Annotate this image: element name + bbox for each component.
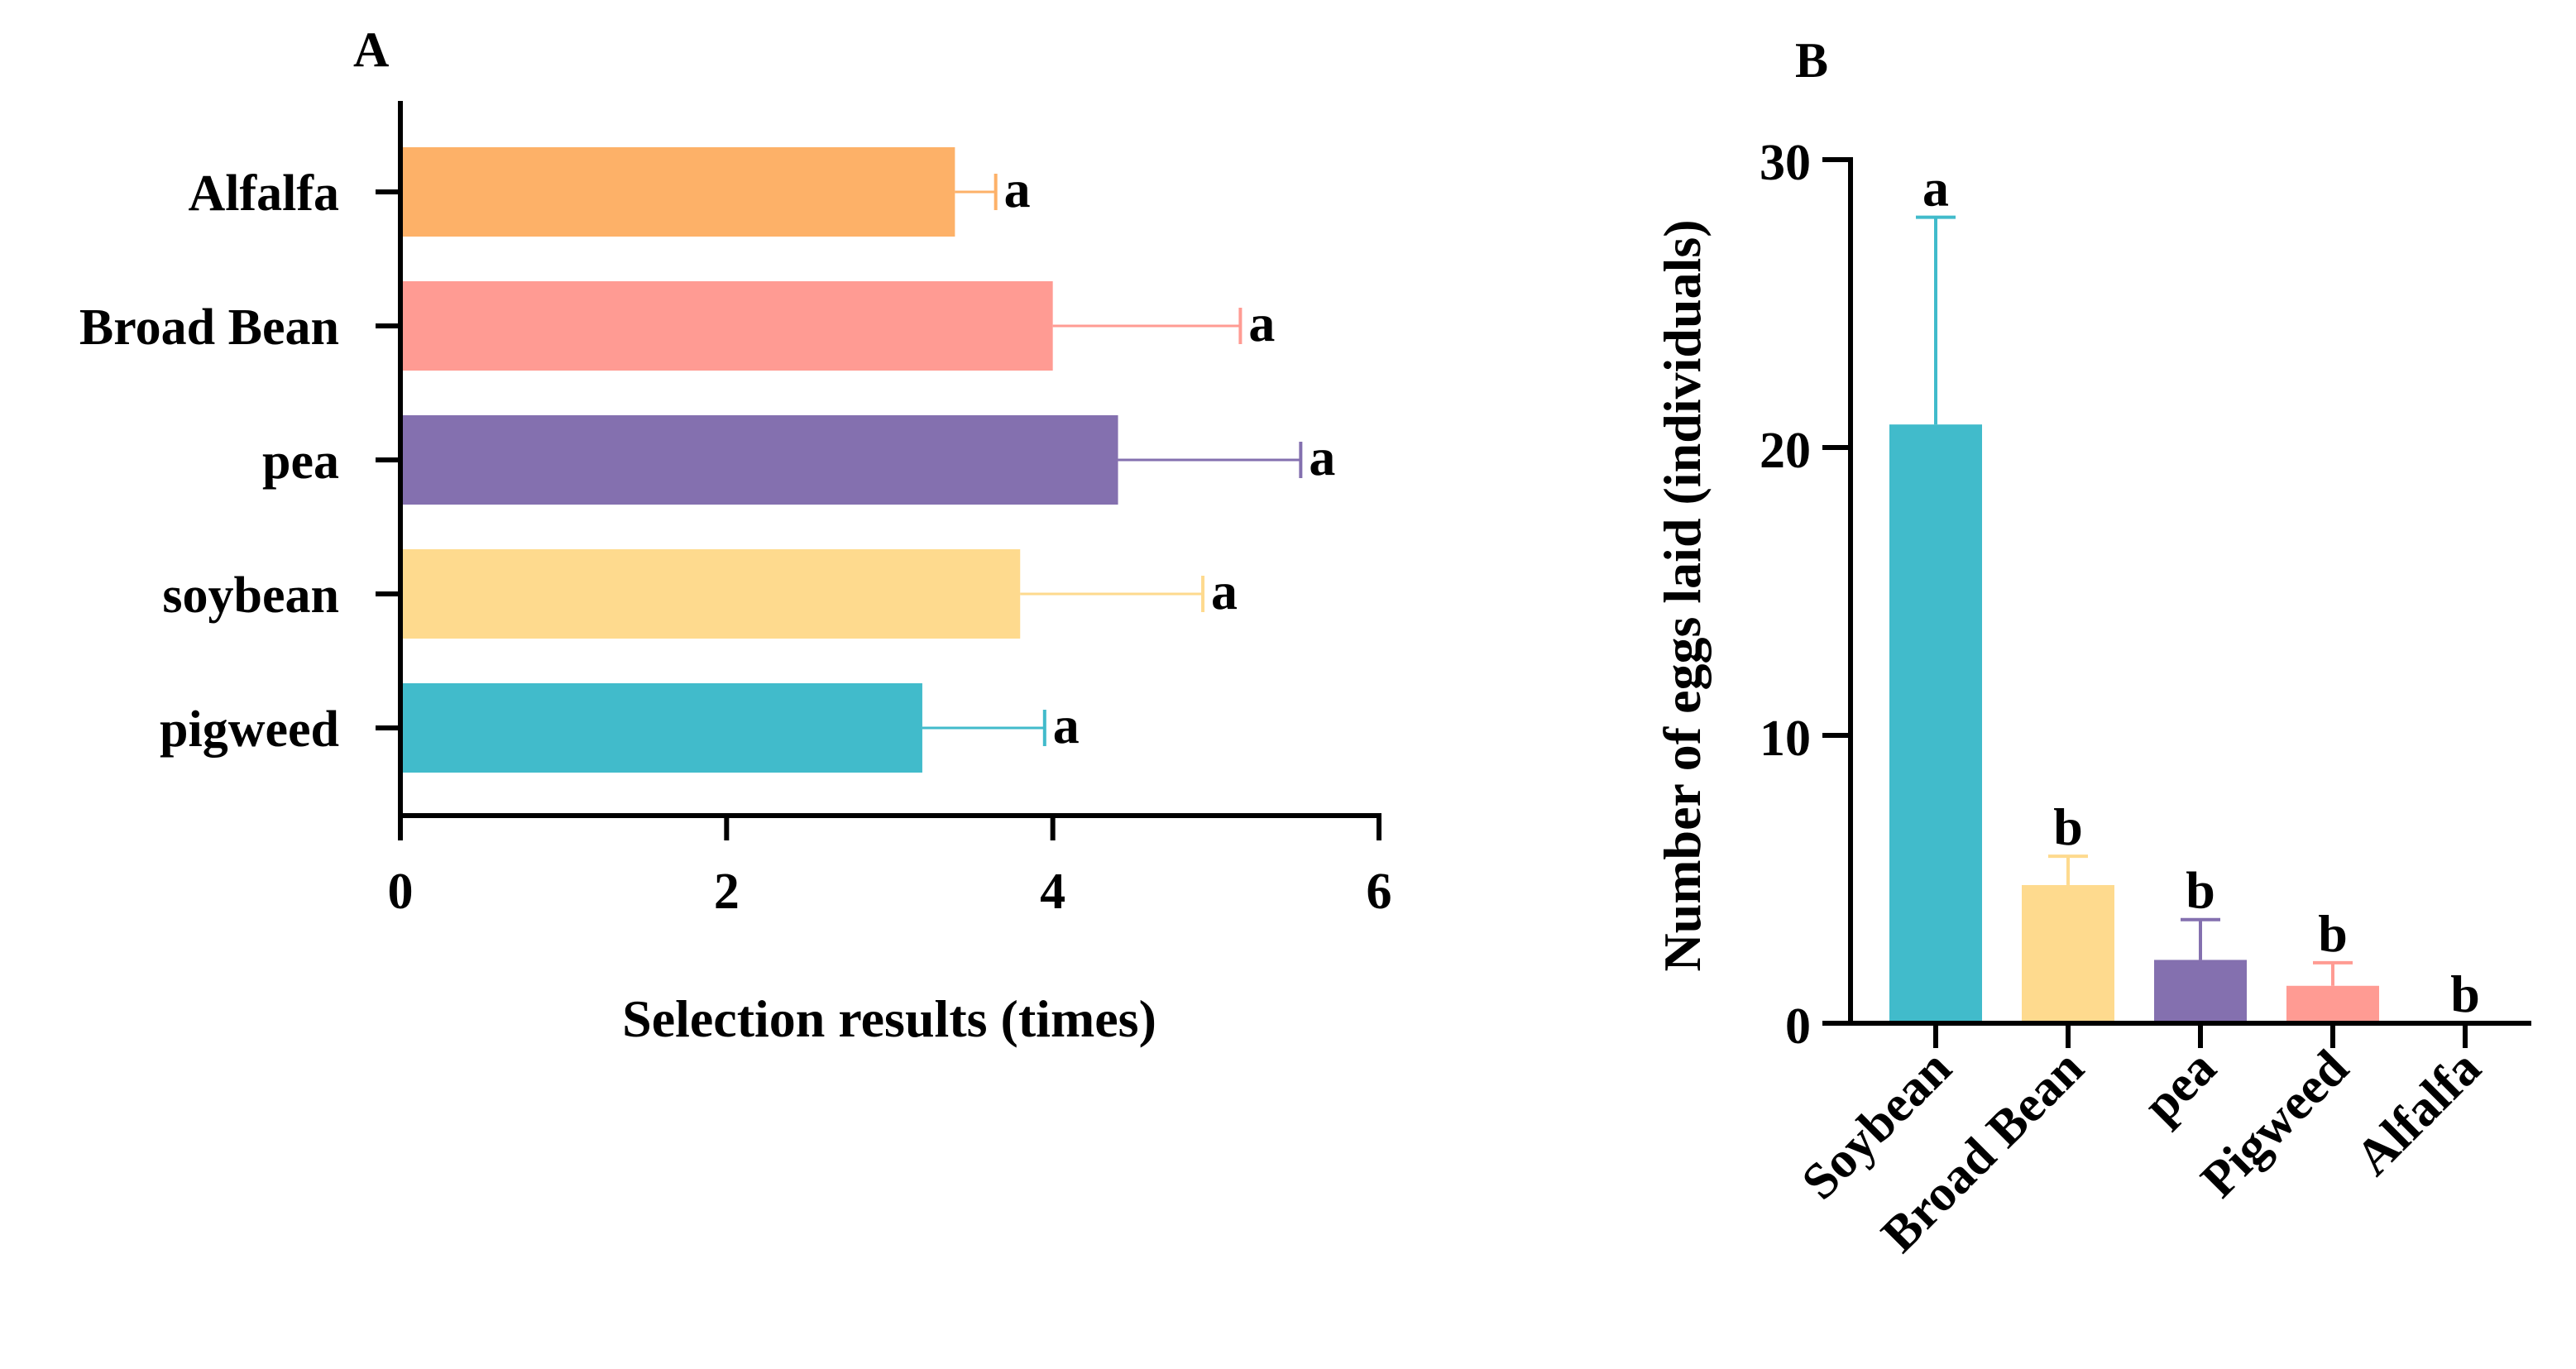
panel-a-y-tick-label: pea [262,433,339,490]
panel-a-x-tick-label: 0 [388,864,414,920]
panel-a-significance-label: a [1053,696,1080,754]
panel-a-chart: A Selection results (times) 0 2 4 6 Alfalfa a… [79,22,1392,1048]
panel-b-significance-label: b [2053,797,2083,856]
panel-b-x-tick-label: pea [2133,1040,2227,1134]
panel-a-y-tick-label: Broad Bean [79,299,339,356]
panel-a-significance-label: a [1004,160,1031,218]
panel-a-bar [403,147,955,237]
panel-b-letter: B [1795,33,1828,88]
panel-b-x-tick-label: Alfalfa [2345,1040,2492,1186]
panel-b-y-tick-label: 0 [1785,998,1811,1055]
panel-b-bar [2022,884,2114,1021]
panel-a-significance-label: a [1211,562,1238,620]
panel-b-significance-label: b [2450,965,2480,1023]
panel-a-x-tick-label: 6 [1367,864,1392,920]
panel-a-bar [403,549,1021,639]
panel-b-x-tick-label: Pigweed [2191,1040,2359,1209]
panel-a-significance-label: a [1309,428,1335,486]
panel-b-bar [2154,960,2247,1021]
panel-b-bar [2286,985,2379,1021]
panel-a-bar [403,415,1118,505]
panel-b-significance-label: b [2186,861,2215,920]
panel-b-y-tick-label: 20 [1760,423,1811,479]
panel-b-significance-label: b [2318,904,2348,963]
panel-b-chart: B Number of eggs laid (individuals) 0 10 2… [1653,33,2531,1263]
panel-a-x-tick-label: 4 [1040,864,1065,920]
panel-a-y-tick-label: Alfalfa [188,165,339,222]
panel-a-bar [403,281,1053,371]
panel-a-y-tick-label: pigweed [160,701,339,758]
panel-a-x-axis-title: Selection results (times) [622,989,1156,1048]
panel-b-y-tick-label: 10 [1760,711,1811,767]
panel-a-significance-label: a [1248,294,1275,352]
panel-b-y-axis-title: Number of eggs laid (individuals) [1653,219,1712,971]
panel-b-bar [1889,424,1982,1021]
panel-a-letter: A [353,22,389,77]
panel-a-x-tick-label: 2 [714,864,740,920]
panel-b-significance-label: a [1922,159,1949,218]
panel-b-y-tick-label: 30 [1760,135,1811,191]
panel-a-bar [403,683,922,773]
panel-a-y-tick-label: soybean [162,567,339,624]
